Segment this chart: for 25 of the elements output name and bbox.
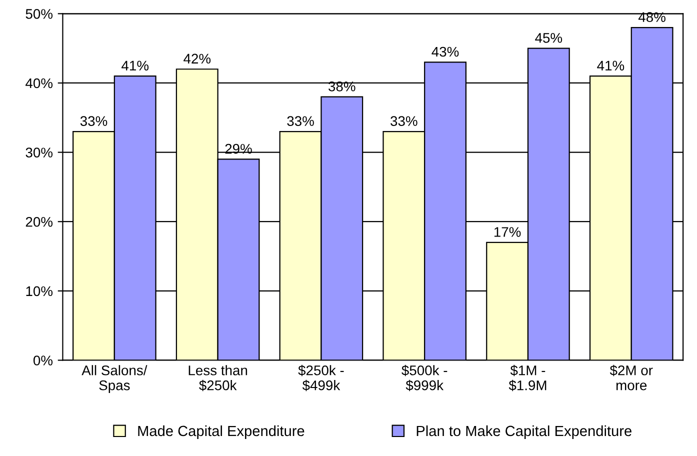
data-label: 41%	[597, 60, 624, 70]
y-tick-label: 0%	[33, 356, 53, 366]
data-label: 33%	[287, 116, 314, 126]
y-tick-label: 30%	[26, 148, 53, 158]
y-tick-label: 10%	[26, 286, 53, 296]
data-label: 17%	[494, 227, 521, 237]
x-tick-label: $1M - $1.9M	[508, 364, 546, 392]
legend-label: Plan to Make Capital Expenditure	[416, 425, 632, 440]
data-label: 33%	[390, 116, 418, 126]
x-tick-label: Less than $250k	[188, 365, 248, 392]
data-label: 29%	[225, 144, 252, 154]
x-tick-label: $2M or more	[610, 364, 653, 390]
data-label: 45%	[535, 33, 562, 43]
x-tick-label: $250k - $499k	[298, 364, 344, 392]
data-label: 48%	[638, 12, 666, 22]
y-tick-label: 50%	[26, 9, 53, 19]
legend-label: Made Capital Expenditure	[138, 425, 304, 440]
x-tick-label: All Salons/ Spas	[82, 365, 148, 394]
x-tick-label: $500k - $999k	[402, 364, 448, 392]
y-tick-label: 40%	[26, 78, 53, 88]
data-label: 42%	[184, 54, 211, 64]
y-tick-label: 20%	[26, 216, 53, 227]
data-label: 41%	[122, 60, 149, 70]
data-label: 43%	[432, 46, 459, 57]
data-label: 33%	[80, 116, 108, 126]
